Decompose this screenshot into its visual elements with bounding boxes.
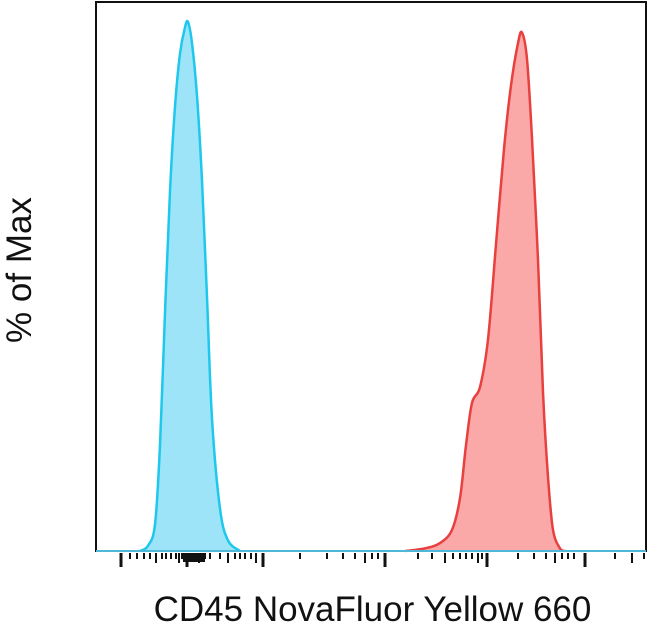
minor-tick — [614, 553, 616, 559]
minor-tick — [545, 553, 547, 559]
y-axis-label-text: % of Max — [0, 197, 39, 343]
minor-tick — [299, 553, 301, 559]
minor-tick — [136, 553, 138, 559]
minor-tick — [250, 553, 252, 559]
x-axis-label: CD45 NovaFluor Yellow 660 — [153, 590, 592, 629]
minor-tick — [203, 553, 205, 562]
minor-tick — [431, 553, 433, 559]
minor-tick — [573, 553, 575, 559]
minor-tick — [567, 553, 569, 559]
minor-tick — [326, 553, 328, 559]
minor-tick — [239, 553, 241, 559]
positive-histogram-fill — [405, 31, 565, 551]
minor-tick — [561, 553, 563, 559]
minor-tick — [193, 553, 195, 562]
minor-tick — [219, 553, 221, 559]
minor-tick — [201, 553, 203, 562]
minor-tick — [195, 553, 197, 562]
minor-tick — [417, 553, 419, 559]
minor-tick — [481, 553, 483, 559]
y-axis-label: % of Max — [0, 0, 40, 633]
minor-tick — [197, 553, 199, 562]
minor-tick — [129, 553, 131, 559]
minor-tick — [517, 553, 519, 559]
minor-tick — [354, 553, 356, 559]
minor-tick — [255, 553, 257, 563]
minor-tick — [191, 553, 193, 562]
minor-tick — [533, 553, 535, 559]
minor-tick — [364, 553, 366, 563]
minor-tick — [371, 553, 373, 559]
minor-tick — [444, 553, 446, 563]
negative-histogram-fill — [140, 20, 240, 552]
minor-tick — [471, 553, 473, 559]
minor-tick — [183, 553, 185, 562]
major-tick — [261, 553, 265, 567]
minor-tick — [465, 553, 467, 559]
minor-tick — [377, 553, 379, 559]
minor-tick — [143, 553, 145, 559]
minor-tick — [149, 553, 151, 559]
minor-tick — [155, 553, 157, 563]
major-tick — [119, 553, 123, 567]
negative-histogram-line — [139, 19, 241, 553]
major-tick — [383, 553, 387, 567]
minor-tick — [161, 553, 163, 559]
minor-tick — [631, 553, 633, 563]
minor-tick — [554, 553, 556, 563]
minor-tick — [244, 553, 246, 559]
minor-tick — [209, 553, 211, 559]
x-axis-ticks — [119, 553, 645, 567]
minor-tick — [477, 553, 479, 563]
series-layer — [139, 19, 566, 553]
minor-tick — [199, 553, 201, 562]
minor-tick — [165, 553, 167, 559]
major-tick — [583, 553, 587, 567]
minor-tick — [459, 553, 461, 559]
minor-tick — [452, 553, 454, 559]
minor-tick — [181, 553, 183, 559]
positive-histogram-line — [404, 30, 566, 553]
major-tick — [485, 553, 489, 567]
minor-tick — [234, 553, 236, 559]
minor-tick — [175, 553, 177, 559]
minor-tick — [185, 553, 187, 562]
minor-tick — [189, 553, 191, 562]
minor-tick — [178, 553, 180, 563]
minor-tick — [170, 553, 172, 559]
minor-tick — [227, 553, 229, 563]
minor-tick — [187, 553, 189, 562]
minor-tick — [342, 553, 344, 559]
minor-tick — [643, 553, 645, 559]
